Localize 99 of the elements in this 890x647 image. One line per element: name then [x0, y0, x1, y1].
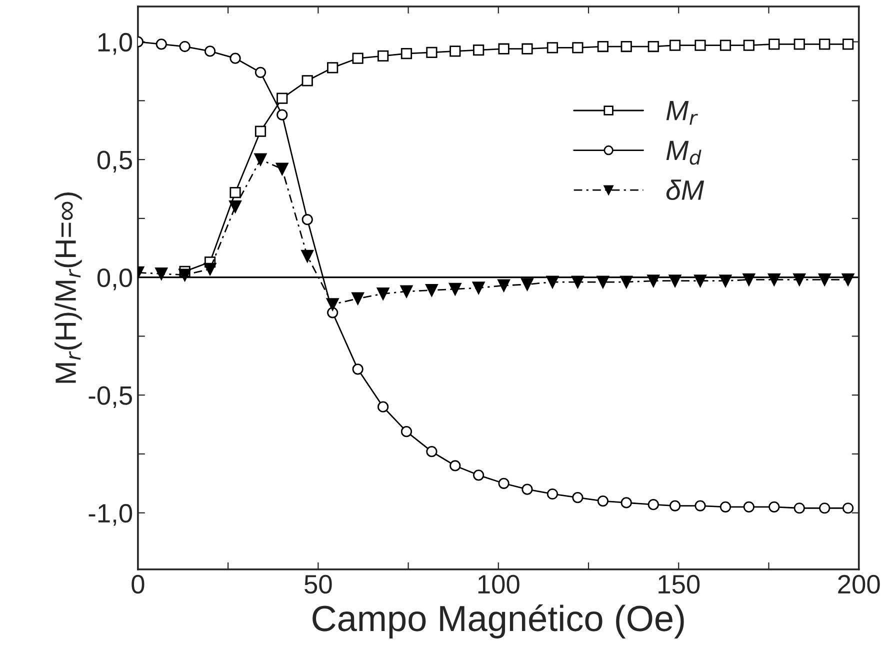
point [448, 282, 462, 296]
point [230, 186, 241, 198]
point [254, 153, 267, 166]
point [327, 307, 338, 318]
point [522, 484, 533, 495]
x-tick-label: 150 [658, 574, 700, 594]
point [520, 278, 534, 291]
point [818, 273, 831, 286]
x-tick-label: 50 [304, 574, 332, 594]
point [794, 502, 805, 514]
point [326, 298, 339, 311]
point [768, 273, 780, 286]
point [819, 502, 830, 514]
point [426, 446, 438, 458]
point [648, 40, 659, 52]
legend-label: M$_{r}$ [666, 101, 698, 125]
point [794, 38, 805, 50]
point [301, 250, 314, 262]
point [473, 44, 484, 56]
point [378, 50, 389, 62]
point [572, 42, 584, 54]
point [743, 40, 754, 51]
point [378, 401, 389, 412]
point [204, 262, 216, 276]
point [472, 282, 485, 294]
point [179, 40, 190, 52]
point [620, 40, 632, 52]
y-tick-label: -0,5 [88, 386, 132, 408]
point [276, 162, 288, 176]
point [473, 470, 484, 481]
point [719, 274, 732, 288]
point [669, 500, 681, 512]
x-tick-label: 0 [132, 574, 144, 594]
point [204, 46, 216, 57]
point [425, 284, 438, 297]
point [694, 274, 706, 288]
point [842, 38, 854, 50]
y-tick-label: -1,0 [88, 504, 132, 526]
point [302, 75, 313, 86]
point [571, 276, 584, 288]
point [229, 200, 242, 213]
point [230, 52, 241, 64]
point [376, 288, 390, 300]
x-tick-label: 200 [838, 574, 880, 594]
x-tick-label: 100 [478, 574, 520, 594]
point [155, 268, 168, 280]
point [720, 40, 732, 51]
point [768, 501, 780, 513]
point [597, 40, 608, 52]
point [352, 52, 364, 64]
point [450, 46, 461, 57]
point [720, 501, 732, 513]
point [352, 364, 364, 375]
point [597, 496, 608, 507]
point [400, 426, 412, 438]
point [327, 62, 338, 74]
point [668, 274, 682, 288]
point [156, 38, 167, 50]
point [426, 46, 438, 58]
point [842, 273, 854, 286]
point [742, 273, 756, 286]
point [768, 38, 780, 50]
point [620, 276, 633, 288]
point [254, 126, 266, 137]
point [254, 66, 266, 78]
point [498, 279, 510, 292]
point [694, 40, 706, 51]
x-axis-title: Campo Magnético (Oe) [312, 604, 684, 638]
point [302, 214, 313, 226]
point [522, 43, 533, 54]
point [793, 273, 806, 286]
point [819, 38, 830, 50]
point [596, 276, 610, 288]
point [648, 499, 659, 510]
legend-label: M$_{d}$ [666, 140, 702, 165]
point [842, 502, 854, 514]
point [178, 268, 192, 282]
point [572, 492, 584, 504]
y-axis-title: M$_{r}$(H)/M$_{r}$(H=∞) [54, 192, 82, 383]
y-tick-label: 1,0 [98, 32, 132, 55]
point [352, 292, 364, 305]
point [450, 460, 461, 472]
point [498, 43, 510, 54]
point [669, 40, 681, 51]
point [276, 109, 288, 120]
point [546, 42, 558, 54]
point [498, 478, 510, 489]
point [694, 500, 706, 512]
point [400, 48, 412, 60]
y-tick-label: 0,5 [97, 150, 132, 172]
point [620, 497, 632, 508]
point [276, 92, 288, 104]
point [546, 488, 558, 500]
y-tick-label: 0,0 [97, 268, 132, 290]
point [743, 501, 754, 513]
point [400, 285, 413, 298]
point [647, 274, 660, 288]
point [546, 276, 559, 288]
legend-label: δM [666, 180, 704, 200]
